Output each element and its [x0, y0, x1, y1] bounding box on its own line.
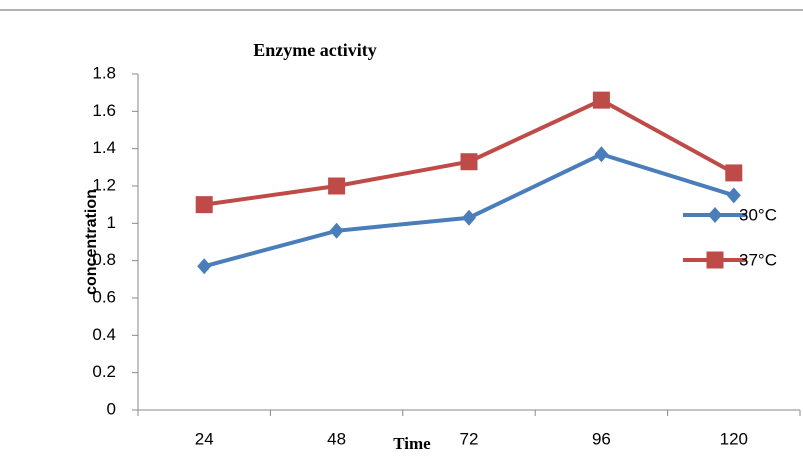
x-tick-label: 24 [195, 429, 214, 448]
point [195, 196, 213, 214]
point [197, 258, 212, 275]
y-tick-label: 0.4 [92, 325, 116, 344]
x-tick-label: 96 [592, 429, 611, 448]
y-tick-label: 0.2 [92, 362, 116, 381]
point [462, 209, 476, 226]
point [726, 187, 741, 204]
x-tick-label: 120 [720, 429, 748, 448]
chart-title: Enzyme activity [253, 40, 376, 60]
y-tick-label: 1.2 [92, 175, 116, 194]
point [328, 177, 346, 195]
x-tick-label: 48 [327, 429, 346, 448]
point [329, 222, 344, 239]
legend-marker [708, 207, 722, 223]
point [592, 91, 610, 109]
y-tick-label: 1.4 [92, 138, 116, 157]
x-axis-label: Time [393, 434, 431, 453]
y-tick-label: 1.6 [92, 101, 116, 120]
point [725, 164, 743, 182]
legend-label: 37°C [739, 250, 777, 269]
y-tick-label: 1 [107, 213, 116, 232]
y-axis-label: concentration [83, 189, 100, 295]
y-tick-label: 0.8 [92, 250, 116, 269]
point [594, 146, 609, 163]
y-tick-label: 1.8 [92, 63, 116, 82]
legend-marker [706, 251, 724, 269]
y-tick-label: 0.6 [92, 287, 116, 306]
y-tick-label: 0 [107, 399, 116, 418]
legend-label: 30°C [739, 205, 777, 224]
point [460, 153, 478, 171]
x-tick-label: 72 [460, 429, 479, 448]
series-line [203, 97, 735, 207]
